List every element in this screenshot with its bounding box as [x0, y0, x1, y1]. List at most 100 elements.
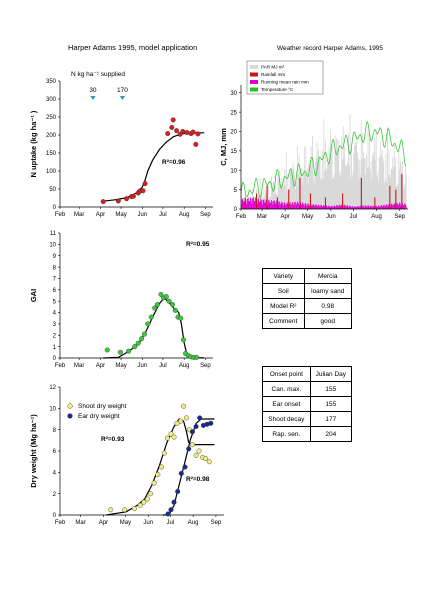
- data-point: [183, 415, 189, 421]
- y-tick-label: 8: [53, 265, 57, 271]
- running-mean-bar: [245, 199, 247, 209]
- par-bar: [324, 171, 325, 209]
- par-bar: [262, 197, 263, 209]
- data-point: [132, 344, 138, 350]
- par-bar: [382, 158, 384, 209]
- par-bar: [303, 177, 305, 209]
- par-bar: [339, 171, 341, 209]
- info-label: Comment: [262, 313, 305, 329]
- y-tick-label: 250: [46, 115, 57, 121]
- par-bar: [330, 129, 331, 209]
- par-bar: [269, 197, 271, 209]
- onset-header-day: Julian Day: [309, 366, 353, 382]
- par-bar: [327, 163, 329, 209]
- par-bar: [334, 136, 336, 209]
- par-bar: [341, 136, 343, 209]
- data-point: [168, 431, 174, 437]
- par-bar: [364, 159, 366, 209]
- r2-label: R²=0.98: [186, 476, 210, 483]
- running-mean-bar: [259, 202, 260, 209]
- par-bar: [376, 176, 378, 209]
- running-mean-bar: [259, 201, 261, 209]
- onset-day: 204: [309, 426, 353, 442]
- running-mean-bar: [274, 200, 275, 209]
- par-bar: [342, 126, 344, 209]
- legend-label: Ear dry weight: [78, 413, 120, 420]
- par-bar: [377, 171, 379, 209]
- par-bar: [359, 160, 361, 209]
- running-mean-bar: [263, 199, 265, 209]
- par-bar: [313, 172, 315, 209]
- y-tick-label: 150: [46, 151, 57, 157]
- data-point: [170, 117, 176, 123]
- par-bar: [398, 152, 400, 209]
- x-tick-label: Apr: [281, 214, 290, 220]
- data-point: [190, 129, 196, 135]
- n-supplied-label: N kg ha⁻¹ supplied: [71, 71, 125, 78]
- y-tick-label: 0: [53, 356, 57, 362]
- data-point: [124, 196, 130, 202]
- par-bar: [404, 188, 406, 209]
- data-point: [169, 302, 175, 308]
- par-bar: [350, 178, 352, 209]
- running-mean-bar: [290, 204, 292, 209]
- par-bar: [297, 173, 299, 209]
- par-bar: [273, 181, 275, 209]
- par-bar: [395, 157, 397, 209]
- running-mean-bar: [261, 200, 263, 209]
- r2-label: R²=0.95: [186, 241, 210, 248]
- par-bar: [268, 186, 269, 209]
- running-mean-bar: [366, 206, 367, 209]
- par-bar: [278, 179, 280, 209]
- par-bar: [402, 161, 403, 209]
- data-point: [193, 424, 199, 430]
- onset-point: Shoot decay: [262, 411, 311, 427]
- running-mean-bar: [353, 207, 355, 209]
- y-tick-label: 1: [53, 345, 57, 351]
- par-bar: [259, 178, 261, 209]
- par-bar: [294, 189, 296, 209]
- par-bar: [384, 178, 386, 209]
- par-bar: [392, 156, 394, 209]
- legend-label: Running mean rain mm: [261, 80, 309, 85]
- y-tick-label: 7: [53, 277, 57, 283]
- y-tick-label: 2: [53, 492, 57, 498]
- running-mean-bar: [292, 203, 294, 209]
- x-tick-label: Sep: [394, 214, 405, 220]
- par-bar: [375, 160, 376, 209]
- running-mean-bar: [403, 204, 405, 209]
- running-mean-bar: [390, 206, 391, 209]
- par-bar: [399, 159, 401, 209]
- running-mean-bar: [241, 204, 242, 209]
- running-mean-bar: [270, 202, 272, 209]
- par-bar: [302, 168, 304, 209]
- x-tick-label: Jun: [326, 214, 336, 220]
- par-bar: [387, 126, 388, 209]
- info-label: Variety: [262, 268, 305, 284]
- rainfall-bar: [309, 193, 311, 209]
- y-tick-label: 8: [53, 428, 57, 434]
- par-bar: [321, 177, 322, 209]
- x-tick-label: Jul: [349, 214, 357, 220]
- par-bar: [336, 139, 338, 209]
- info-table: Variety Mercia Soil loamy sand Model R² 0.98 C…: [262, 268, 352, 329]
- running-mean-bar: [369, 205, 371, 209]
- par-bar: [390, 177, 391, 209]
- running-mean-bar: [301, 203, 303, 209]
- par-bar: [352, 171, 354, 209]
- par-bar: [368, 167, 370, 209]
- running-mean-bar: [336, 205, 338, 209]
- par-bar: [384, 182, 385, 209]
- par-bar: [356, 135, 358, 209]
- par-bar: [335, 153, 337, 209]
- running-mean-bar: [344, 204, 346, 209]
- par-bar: [363, 157, 365, 209]
- running-mean-bar: [404, 203, 406, 209]
- y-axis-label: Dry weight (Mg ha⁻¹): [29, 414, 38, 488]
- running-mean-bar: [384, 207, 386, 209]
- par-bar: [328, 146, 330, 209]
- running-mean-bar: [323, 205, 325, 209]
- par-bar: [289, 171, 291, 209]
- par-bar: [241, 194, 242, 209]
- par-bar: [396, 186, 398, 209]
